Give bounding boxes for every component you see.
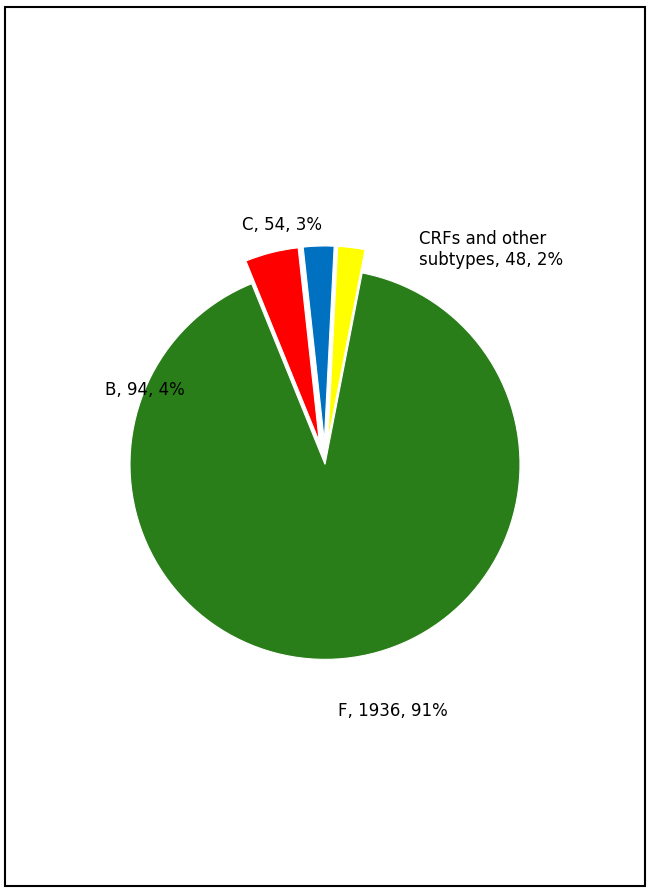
Wedge shape bbox=[328, 246, 365, 441]
Text: F, 1936, 91%: F, 1936, 91% bbox=[339, 702, 448, 721]
Wedge shape bbox=[130, 273, 520, 659]
Wedge shape bbox=[246, 248, 319, 442]
Wedge shape bbox=[303, 246, 334, 441]
Text: B, 94, 4%: B, 94, 4% bbox=[105, 381, 185, 399]
Text: C, 54, 3%: C, 54, 3% bbox=[242, 216, 322, 234]
Text: CRFs and other
subtypes, 48, 2%: CRFs and other subtypes, 48, 2% bbox=[419, 230, 563, 270]
